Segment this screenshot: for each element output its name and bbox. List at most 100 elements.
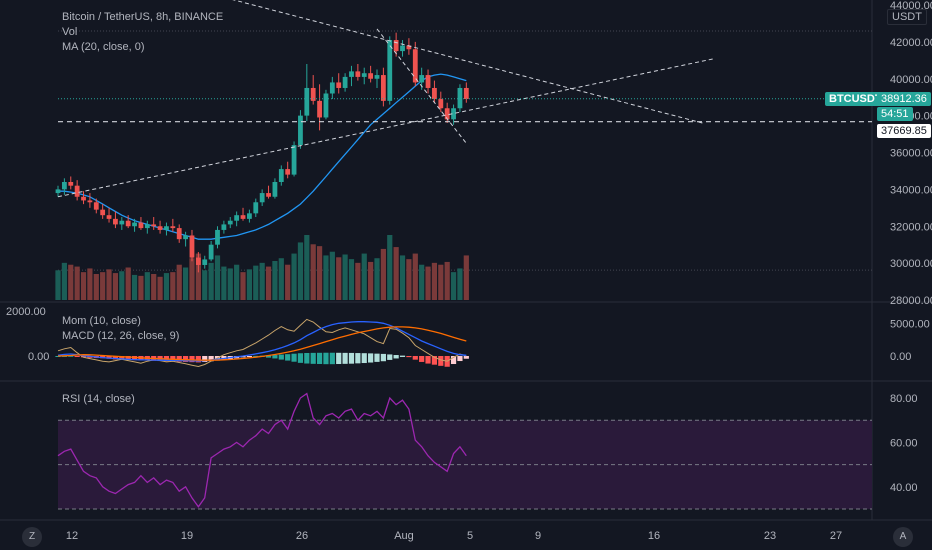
price-axis-tick: 42000.00 [890, 37, 932, 49]
volume-bar [138, 275, 144, 300]
macd-histogram-bar [80, 356, 87, 358]
candle-body [266, 193, 271, 197]
candle-body [291, 145, 297, 175]
candle-body [406, 45, 412, 50]
volume-bar [176, 264, 182, 300]
volume-bar [74, 266, 80, 300]
macd-histogram-bar [463, 356, 469, 359]
candle-body [451, 108, 456, 120]
price-axis-tick: 30000.00 [890, 258, 932, 270]
volume-bar [361, 253, 367, 300]
candle-body [253, 202, 259, 214]
ma-legend[interactable]: MA (20, close, 0) [62, 41, 145, 53]
candle-body [285, 169, 291, 175]
macd-histogram-bar [419, 356, 425, 362]
candle-body [329, 82, 335, 94]
volume-bar [183, 267, 189, 300]
macd-histogram-bar [323, 352, 329, 365]
macd-histogram-bar [265, 355, 272, 358]
macd-histogram-bar [189, 356, 195, 363]
macd-histogram-bar [112, 356, 119, 360]
candle-body [119, 220, 125, 225]
volume-bar [151, 274, 157, 300]
macd-histogram-bar [253, 355, 259, 357]
volume-bar [355, 262, 361, 300]
candle-body [170, 226, 176, 229]
macd-histogram-bar [183, 356, 189, 362]
candle-body [221, 224, 227, 230]
volume-bar [304, 235, 310, 300]
macd-histogram-bar [202, 356, 208, 362]
candle-body [463, 87, 469, 100]
time-axis-tick: 5 [467, 530, 473, 542]
volume-bar [112, 273, 119, 300]
price-axis-tick: 40000.00 [890, 74, 932, 86]
macd-histogram-bar [131, 356, 138, 361]
volume-bar [316, 246, 323, 300]
candle-body [61, 182, 67, 190]
volume-bar [253, 265, 259, 300]
volume-bar [450, 272, 457, 300]
candle-body [87, 200, 93, 203]
candle-body [400, 45, 405, 52]
volume-bar [348, 259, 355, 300]
volume-bar [342, 254, 348, 300]
volume-bar [259, 262, 265, 300]
candle-body [164, 226, 169, 230]
volume-legend[interactable]: Vol [62, 26, 78, 38]
rsi-legend[interactable]: RSI (14, close) [62, 393, 135, 405]
volume-bar [425, 266, 431, 300]
macd-histogram-bar [285, 354, 291, 361]
macd-histogram-bar [368, 353, 374, 363]
macd-histogram-bar [304, 352, 310, 364]
volume-bar [323, 255, 329, 300]
mom-legend[interactable]: Mom (10, close) [62, 315, 141, 327]
candle-body [208, 244, 214, 260]
candle-body [68, 182, 74, 186]
currency-badge[interactable]: USDT [887, 9, 927, 25]
volume-bar [157, 276, 163, 300]
price-axis-tick: 36000.00 [890, 148, 932, 160]
volume-bar [208, 262, 214, 300]
candle-body [438, 99, 444, 109]
symbol-title: Bitcoin / TetherUS, 8h, BINANCE [62, 11, 224, 23]
trendline [232, 0, 703, 124]
time-axis-tick: 16 [648, 530, 660, 542]
candle-body [355, 71, 361, 77]
macd-histogram-bar [380, 353, 386, 362]
macd-pane-legend: Mom (10, close) MACD (12, 26, close, 9) [62, 314, 179, 344]
volume-bar [195, 253, 201, 300]
volume-bar [438, 264, 444, 300]
volume-bar [119, 271, 125, 300]
volume-bar [278, 258, 284, 300]
signal-line [57, 326, 467, 361]
volume-bar [106, 269, 112, 300]
candle-body [113, 218, 118, 225]
candle-body [247, 213, 252, 219]
macd-histogram-bar [316, 352, 323, 365]
rsi-axis-tick: 60.00 [890, 437, 918, 449]
timezone-button[interactable]: Z [22, 527, 42, 547]
auto-scale-button[interactable]: A [893, 527, 913, 547]
candle-body [457, 87, 463, 109]
rsi-axis-tick: 80.00 [890, 393, 918, 405]
time-axis-tick: 19 [181, 530, 193, 542]
candle-body [234, 215, 240, 221]
volume-bar [131, 274, 138, 300]
volume-bar [189, 258, 195, 300]
volume-bar [55, 270, 61, 300]
volume-bar [80, 272, 87, 300]
candle-body [259, 193, 265, 203]
rsi-pane-legend: RSI (14, close) [62, 392, 135, 407]
macd-legend[interactable]: MACD (12, 26, close, 9) [62, 330, 180, 342]
macd-histogram-bar [431, 356, 438, 365]
volume-bar [144, 272, 150, 300]
macd-histogram-bar [240, 356, 246, 358]
macd-histogram-bar [119, 356, 125, 360]
candle-body [298, 115, 303, 146]
volume-bar [234, 264, 240, 300]
macd-histogram-bar [336, 352, 342, 365]
volume-bar [291, 253, 297, 300]
candle-body [157, 226, 163, 230]
